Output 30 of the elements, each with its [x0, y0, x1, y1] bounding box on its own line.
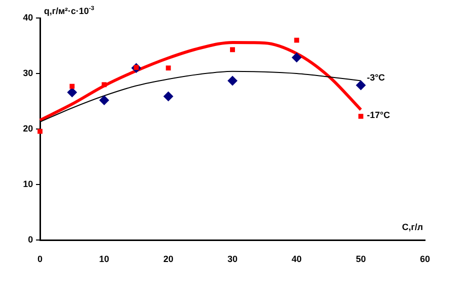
point: [228, 76, 238, 86]
point: [99, 95, 110, 106]
series-label: -3°C: [366, 72, 386, 82]
x-tick-label: 60: [420, 254, 430, 264]
x-tick-label: 30: [228, 254, 238, 264]
point: [358, 114, 364, 119]
x-axis-title: С,г/л: [402, 222, 423, 232]
line-series: [38, 40, 362, 122]
y-tick-label: 40: [22, 12, 34, 22]
point: [166, 66, 171, 70]
y-tick-label: 10: [22, 179, 34, 190]
point: [102, 82, 107, 88]
x-tick-label: 50: [356, 254, 366, 264]
y-tick-label: 0: [28, 234, 34, 245]
x-tick-label: 0: [38, 254, 43, 264]
point: [292, 52, 302, 62]
y-tick-label: 30: [22, 68, 34, 78]
point: [294, 38, 300, 43]
point: [70, 84, 75, 89]
point: [67, 87, 78, 98]
x-tick-label: 20: [163, 254, 174, 264]
x-tick-label: 40: [292, 254, 302, 264]
y-tick-label: 20: [22, 124, 34, 134]
point: [38, 128, 42, 134]
y-axis-title: q,г/м²·с·10$^{-3}$: [44, 6, 94, 16]
x-tick-label: 10: [99, 254, 110, 264]
series-label: -17°C: [366, 110, 390, 120]
point: [230, 47, 235, 52]
point: [356, 80, 366, 90]
point: [163, 91, 174, 102]
